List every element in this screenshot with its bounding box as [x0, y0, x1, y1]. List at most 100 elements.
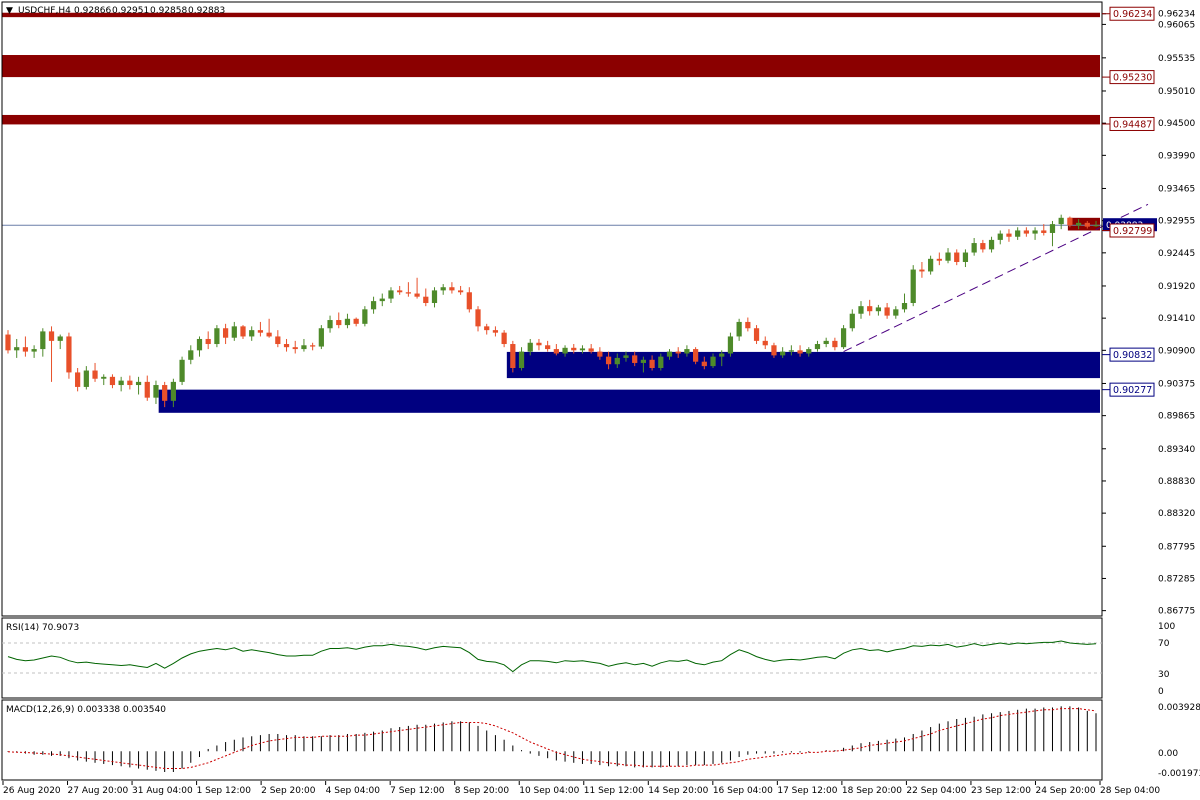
candle-body: [22, 347, 29, 352]
candle: [945, 248, 951, 264]
support-trendline[interactable]: [843, 203, 1149, 353]
candle: [701, 356, 707, 370]
candle-body: [649, 359, 655, 369]
candle-body: [362, 309, 368, 324]
price-tick-label: 0.88320: [1158, 509, 1195, 519]
candle-body: [806, 349, 812, 354]
candle-body: [936, 258, 942, 261]
candle-body: [849, 313, 855, 329]
zones-layer: [2, 12, 1100, 413]
candle: [736, 318, 742, 341]
candle-body: [423, 296, 429, 304]
candle: [475, 306, 481, 332]
candle: [614, 353, 620, 369]
candle-body: [954, 252, 960, 262]
candle-body: [997, 233, 1003, 240]
rsi-tick-70: 70: [1158, 639, 1170, 649]
candle: [1075, 219, 1082, 230]
candle-body: [632, 355, 638, 363]
candle-body: [597, 351, 603, 357]
candle-body: [579, 348, 586, 351]
time-tick-label: 26 Aug 2020: [3, 786, 61, 796]
candle: [840, 325, 847, 350]
candle: [901, 293, 908, 313]
candle: [675, 347, 681, 358]
candle-body: [867, 306, 873, 312]
rsi-tick-0: 0: [1158, 687, 1164, 697]
candle: [405, 282, 411, 297]
candle: [440, 284, 446, 295]
candle-body: [693, 349, 699, 362]
candle: [362, 306, 368, 327]
candle: [240, 325, 246, 339]
candle-body: [57, 336, 63, 341]
candle-body: [118, 380, 124, 386]
candle: [719, 350, 725, 367]
candle: [910, 265, 916, 307]
candle-body: [553, 349, 559, 354]
resistance-zone-current: [1067, 217, 1100, 231]
candle: [414, 277, 420, 299]
high-price: 0.92951: [112, 6, 149, 16]
candle-body: [501, 332, 507, 345]
candle-body: [666, 351, 673, 357]
candle: [283, 338, 290, 352]
candle-body: [605, 356, 612, 365]
candle: [1023, 227, 1029, 237]
candle: [449, 282, 455, 294]
candle: [571, 344, 577, 354]
time-tick-label: 1 Sep 12:00: [197, 786, 252, 796]
candle: [666, 349, 673, 360]
price-tick-label: 0.87795: [1158, 542, 1195, 552]
candle: [249, 326, 255, 341]
menu-triangle-icon[interactable]: ▼: [6, 6, 13, 16]
candle: [75, 368, 81, 392]
candle: [510, 340, 516, 373]
candle: [536, 338, 542, 351]
candle: [745, 317, 751, 332]
price-tick-label: 0.90900: [1158, 346, 1195, 356]
open-price: 0.92866: [74, 6, 111, 16]
candle-body: [92, 370, 98, 379]
candle: [553, 344, 559, 356]
candle: [962, 249, 969, 268]
candle-body: [675, 351, 681, 354]
candle-body: [1084, 222, 1090, 227]
candle: [14, 338, 20, 358]
candle-body: [431, 290, 438, 304]
level-label-box: [1109, 6, 1155, 21]
candle: [388, 287, 394, 304]
candle-body: [658, 356, 664, 369]
candle-body: [292, 347, 298, 350]
candle-body: [901, 303, 908, 310]
candle-body: [562, 347, 568, 354]
candle-body: [283, 344, 290, 348]
candle: [710, 353, 716, 369]
candle: [1006, 229, 1012, 242]
candle-body: [379, 298, 385, 302]
candle: [179, 356, 185, 386]
candle: [806, 347, 812, 357]
candle-body: [832, 340, 838, 348]
candle-body: [1058, 217, 1064, 225]
candle: [1049, 220, 1056, 247]
candle: [971, 238, 977, 256]
price-tick-label: 0.88830: [1158, 477, 1195, 487]
candle: [658, 353, 664, 371]
macd-tick-min: -0.001973: [1158, 769, 1200, 779]
candle-body: [336, 320, 342, 326]
candle-body: [727, 336, 734, 354]
macd-tick-max: 0.003928: [1158, 703, 1200, 713]
candle-body: [457, 290, 464, 293]
candle-body: [623, 355, 629, 358]
rsi-pane-border: [1, 617, 1103, 699]
candle: [1015, 227, 1021, 240]
candle-body: [327, 320, 333, 329]
candle: [518, 347, 525, 371]
candle: [980, 239, 986, 253]
level-label-text: 0.90832: [1113, 350, 1152, 361]
price-tick-label: 0.89865: [1158, 412, 1195, 422]
candle-body: [1093, 225, 1099, 227]
candle-body: [736, 321, 742, 337]
